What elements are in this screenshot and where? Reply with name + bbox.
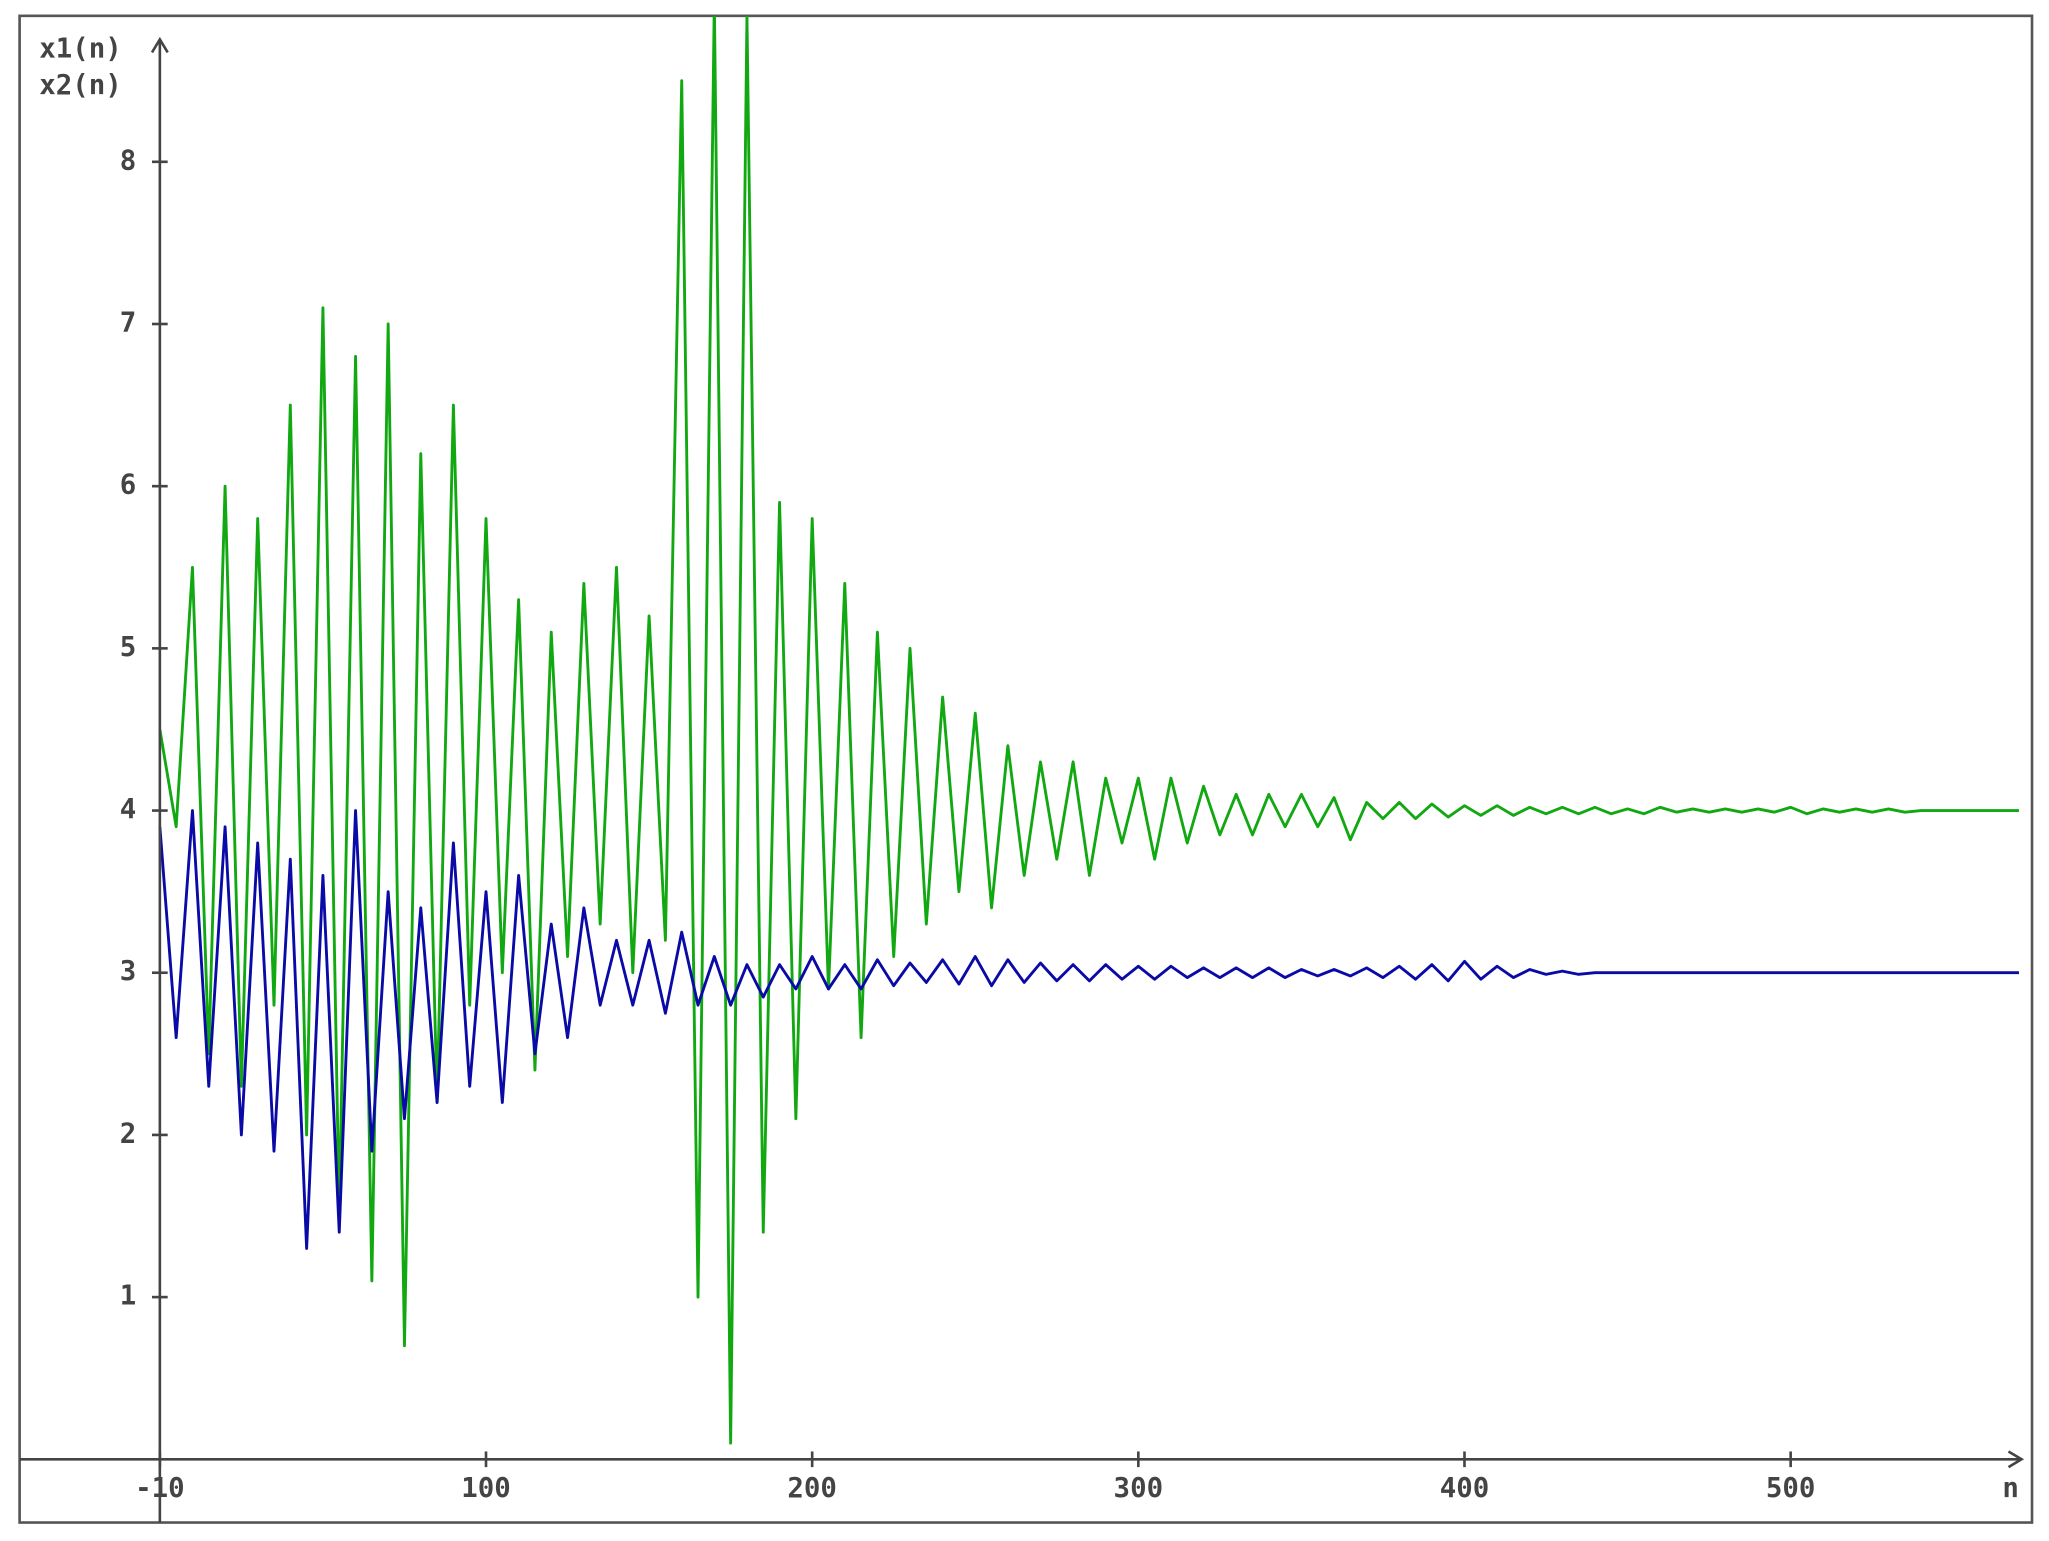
y-tick-label: 7 bbox=[120, 307, 137, 338]
y-tick-label: 6 bbox=[120, 470, 137, 501]
y-tick-label: 4 bbox=[120, 794, 137, 825]
data-layer bbox=[158, 15, 2019, 1445]
y-axis-arrow bbox=[150, 36, 169, 54]
y-tick-label: 5 bbox=[120, 632, 137, 663]
axis-layer: 1 2 3 4 5 6 7 8 -10 100 200 300 400 500 x1(n) x2(n) n bbox=[19, 33, 2025, 1523]
y-axis-label: x1(n) bbox=[39, 33, 122, 64]
x-tick-label: -10 bbox=[135, 1473, 185, 1504]
x-tick-label: 100 bbox=[461, 1473, 511, 1504]
y-tick-label: 1 bbox=[120, 1281, 137, 1312]
series-line bbox=[158, 809, 2019, 1250]
x-tick-label: 300 bbox=[1114, 1473, 1164, 1504]
x-tick-label: 200 bbox=[787, 1473, 837, 1504]
y-axis-label: x2(n) bbox=[39, 70, 122, 101]
x-tick-label: 500 bbox=[1766, 1473, 1816, 1504]
y-tick-label: 3 bbox=[120, 956, 137, 987]
x-axis-label: n bbox=[2002, 1473, 2019, 1504]
plot-frame bbox=[18, 14, 2034, 1524]
x-axis-arrow bbox=[2007, 1450, 2025, 1469]
y-tick-label: 2 bbox=[120, 1118, 137, 1149]
x-tick-label: 400 bbox=[1440, 1473, 1490, 1504]
y-tick-label: 8 bbox=[120, 145, 137, 176]
series-line bbox=[158, 15, 2019, 1445]
